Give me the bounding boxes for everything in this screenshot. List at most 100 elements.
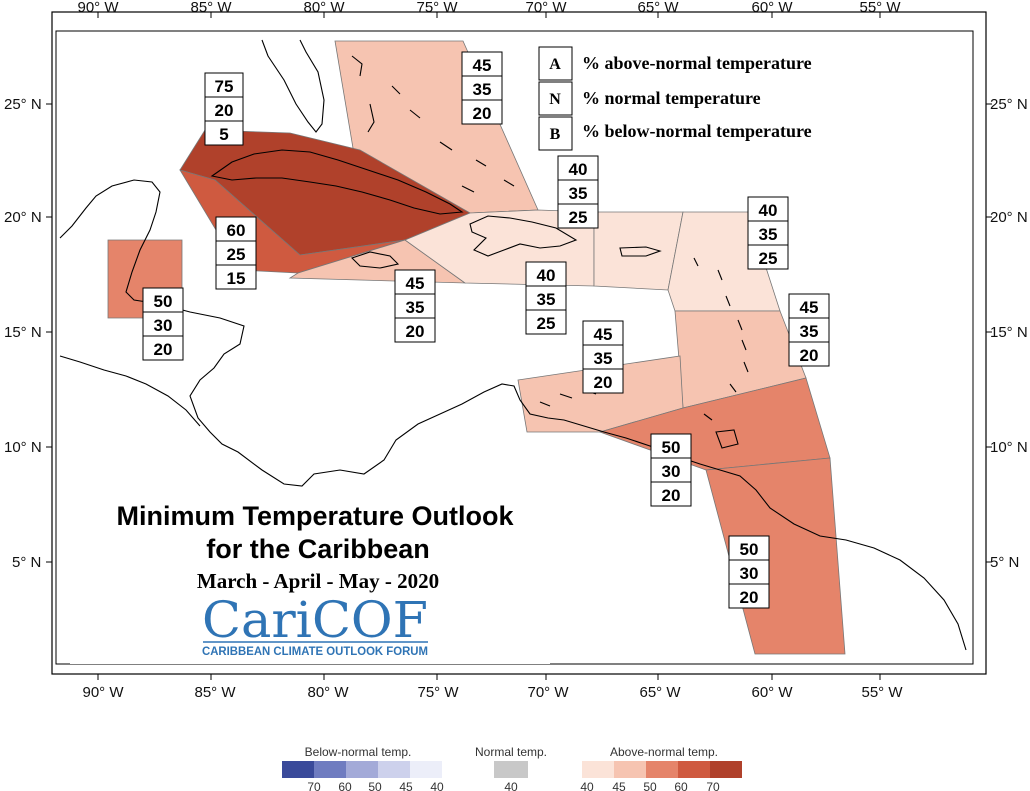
coast-florida — [261, 39, 325, 133]
prob-below: 20 — [662, 486, 681, 505]
colorbar-swatch — [710, 761, 742, 778]
prob-normal: 25 — [227, 245, 246, 264]
colorbar-swatch — [314, 761, 346, 778]
colorbar-above-title: Above-normal temp. — [610, 745, 718, 759]
colorbar-above: 40 45 50 60 70 — [580, 761, 742, 791]
islands-bahamas — [351, 55, 515, 193]
prob-normal: 35 — [594, 349, 613, 368]
prob-below: 25 — [569, 208, 588, 227]
colorbar-value: 50 — [643, 780, 657, 791]
prob-box: 50 30 20 — [650, 433, 692, 507]
coast-mainland — [59, 179, 967, 651]
key-letter: B — [550, 126, 561, 143]
lat-label: 20° N — [990, 209, 1028, 226]
prob-below: 20 — [740, 588, 759, 607]
prob-normal: 30 — [740, 564, 759, 583]
prob-above: 45 — [594, 325, 613, 344]
prob-below: 20 — [154, 340, 173, 359]
colorbar-value: 40 — [580, 780, 594, 791]
prob-normal: 35 — [537, 290, 556, 309]
lon-label: 70° W — [527, 684, 569, 701]
prob-below: 25 — [759, 249, 778, 268]
prob-above: 75 — [215, 77, 234, 96]
caricof-logo: CariCOF CARIBBEAN CLIMATE OUTLOOK FORUM — [202, 591, 428, 658]
prob-box: 50 30 20 — [142, 287, 184, 361]
prob-normal: 35 — [473, 80, 492, 99]
prob-above: 50 — [740, 540, 759, 559]
colorbar-value: 70 — [307, 780, 321, 791]
map-season: March - April - May - 2020 — [197, 569, 439, 593]
lon-label: 65° W — [637, 0, 679, 16]
map-subtitle: for the Caribbean — [206, 534, 430, 564]
coast-jamaica — [350, 251, 400, 269]
colorbar-value: 40 — [504, 780, 518, 791]
colorbar-swatch — [378, 761, 410, 778]
coastlines — [59, 39, 967, 651]
coast-hispaniola — [469, 215, 578, 257]
colorbar-normal: 40 — [494, 761, 528, 791]
prob-box: 60 25 15 — [215, 216, 257, 290]
prob-below: 15 — [227, 269, 246, 288]
lon-label: 70° W — [525, 0, 567, 16]
lon-label: 75° W — [416, 0, 458, 16]
lon-label: 80° W — [303, 0, 345, 16]
colorbar-legend: Below-normal temp. Normal temp. Above-no… — [282, 745, 742, 791]
title-background — [70, 492, 550, 664]
lat-label: 25° N — [990, 96, 1028, 113]
colorbar-swatch — [646, 761, 678, 778]
prob-below: 20 — [473, 104, 492, 123]
prob-above: 40 — [537, 266, 556, 285]
colorbar-value: 60 — [338, 780, 352, 791]
prob-below: 5 — [219, 125, 228, 144]
key-letter: N — [549, 91, 561, 108]
colorbar-swatch — [410, 761, 442, 778]
colorbar-normal-title: Normal temp. — [475, 745, 547, 759]
prob-box: 40 35 25 — [747, 196, 789, 270]
islands-lesser-antilles — [693, 257, 749, 421]
map-title: Minimum Temperature Outlook — [116, 501, 514, 531]
colorbar-value: 50 — [368, 780, 382, 791]
axis-ticks — [46, 12, 992, 680]
colorbar-swatch — [346, 761, 378, 778]
lon-label: 85° W — [194, 684, 236, 701]
prob-box: 50 30 20 — [728, 535, 770, 609]
coast-cuba — [210, 149, 464, 215]
colorbar-swatch — [614, 761, 646, 778]
lat-label: 20° N — [4, 209, 42, 226]
prob-above: 50 — [662, 438, 681, 457]
lon-label: 55° W — [859, 0, 901, 16]
prob-box: 40 35 25 — [557, 155, 599, 229]
colorbar-swatch — [678, 761, 710, 778]
region-puerto-rico — [593, 211, 684, 291]
colorbar-swatch — [582, 761, 614, 778]
lon-label: 80° W — [307, 684, 349, 701]
lon-labels-top: 90° W 85° W 80° W 75° W 70° W 65° W 60° … — [77, 0, 901, 16]
prob-below: 20 — [406, 322, 425, 341]
prob-above: 40 — [759, 201, 778, 220]
colorbar-value: 45 — [612, 780, 626, 791]
lon-label: 60° W — [751, 684, 793, 701]
logo-wordmark: CariCOF — [202, 591, 428, 649]
lat-label: 10° N — [4, 439, 42, 456]
region-polygons — [107, 40, 846, 655]
prob-normal: 30 — [662, 462, 681, 481]
key-letter: A — [549, 56, 561, 73]
key-text: % above-normal temperature — [582, 53, 812, 73]
colorbar-value: 45 — [399, 780, 413, 791]
prob-normal: 35 — [569, 184, 588, 203]
prob-above: 45 — [473, 56, 492, 75]
prob-box: 45 35 20 — [788, 293, 830, 367]
lat-label: 10° N — [990, 439, 1028, 456]
colorbar-swatch — [282, 761, 314, 778]
prob-above: 50 — [154, 292, 173, 311]
prob-below: 20 — [594, 373, 613, 392]
prob-box: 45 35 20 — [461, 51, 503, 125]
lon-label: 85° W — [190, 0, 232, 16]
lat-label: 5° N — [12, 554, 41, 571]
abn-key: A N B % above-normal temperature % norma… — [538, 46, 812, 151]
prob-box: 45 35 20 — [394, 269, 436, 343]
lon-labels-bottom: 90° W 85° W 80° W 75° W 70° W 65° W 60° … — [82, 684, 903, 701]
prob-normal: 20 — [215, 101, 234, 120]
lat-label: 15° N — [4, 324, 42, 341]
